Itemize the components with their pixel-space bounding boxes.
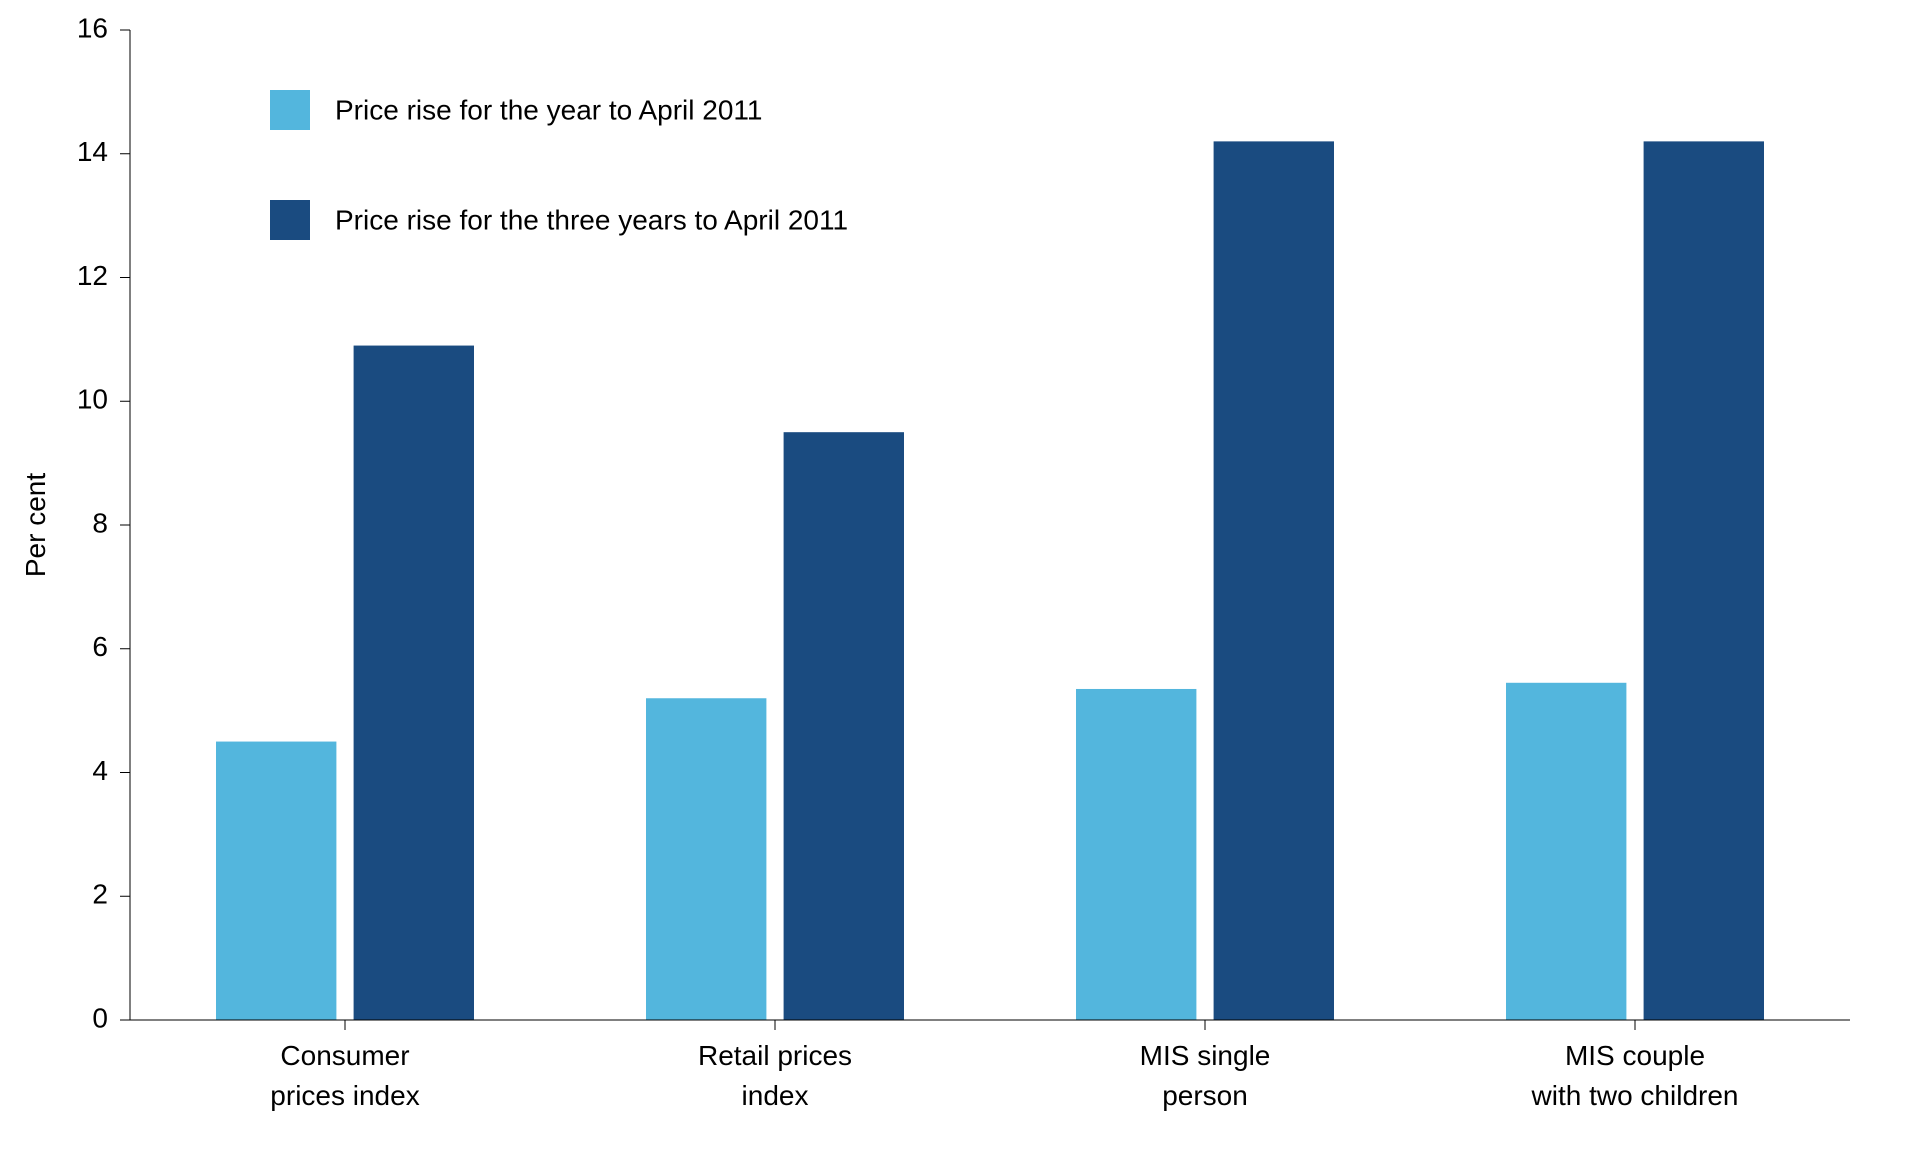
bar (1214, 141, 1334, 1020)
y-tick-label: 10 (77, 384, 108, 415)
legend-swatch (270, 90, 310, 130)
bar (354, 346, 474, 1020)
x-tick-label: Consumer (280, 1040, 409, 1071)
bar (1076, 689, 1196, 1020)
x-tick-label: with two children (1531, 1080, 1739, 1111)
legend-label: Price rise for the three years to April … (335, 204, 848, 235)
bar (784, 432, 904, 1020)
y-tick-label: 6 (92, 631, 108, 662)
y-tick-label: 2 (92, 879, 108, 910)
y-axis: 0 2 4 6 8 10 12 14 16 (77, 12, 130, 1033)
y-tick-label: 12 (77, 260, 108, 291)
y-tick-label: 14 (77, 136, 108, 167)
x-tick-label: Retail prices (698, 1040, 852, 1071)
legend: Price rise for the year to April 2011 Pri… (270, 90, 848, 240)
x-tick-label: index (742, 1080, 809, 1111)
bar (646, 698, 766, 1020)
x-tick-label: person (1162, 1080, 1248, 1111)
bar (1506, 683, 1626, 1020)
y-tick-label: 4 (92, 755, 108, 786)
y-tick-label: 16 (77, 12, 108, 43)
bar (1644, 141, 1764, 1020)
y-tick-label: 0 (92, 1002, 108, 1033)
y-tick-label: 8 (92, 507, 108, 538)
price-rise-bar-chart: 0 2 4 6 8 10 12 14 16 Per cent Consumer prices inde… (0, 0, 1916, 1150)
x-axis: Consumer prices index Retail prices index MI… (270, 1020, 1738, 1111)
bar (216, 742, 336, 1020)
x-tick-label: prices index (270, 1080, 419, 1111)
legend-label: Price rise for the year to April 2011 (335, 94, 762, 125)
x-tick-label: MIS couple (1565, 1040, 1705, 1071)
y-axis-label: Per cent (20, 473, 51, 577)
bars (216, 141, 1764, 1020)
x-tick-label: MIS single (1140, 1040, 1271, 1071)
legend-swatch (270, 200, 310, 240)
